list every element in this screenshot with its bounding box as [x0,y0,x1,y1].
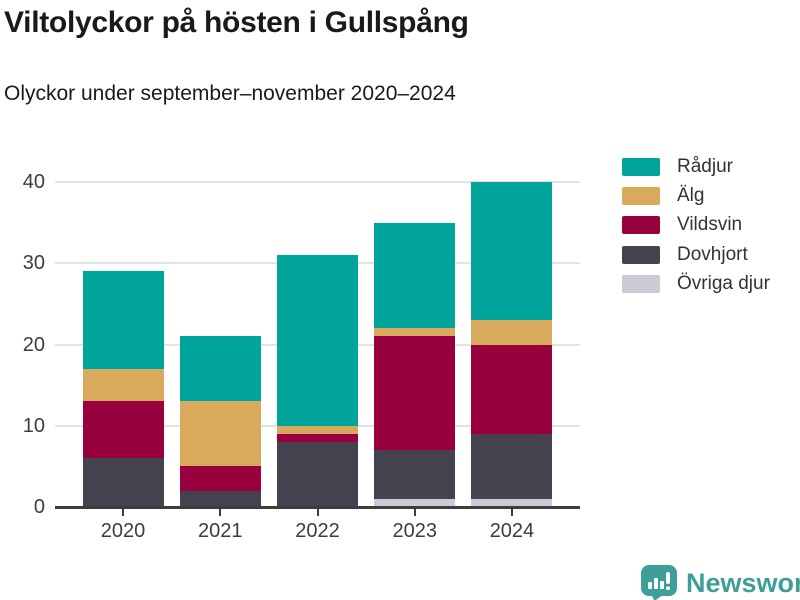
legend-label-dovhjort: Dovhjort [677,243,748,265]
bar-segment-dovhjort-2020 [82,458,164,507]
legend-item-radjur: Rådjur [622,152,797,181]
x-axis-label-2024: 2024 [489,520,535,542]
legend-swatch-vildsvin [622,216,660,235]
bar-segment-radjur-2023 [374,222,456,329]
bar-segment-vildsvin-2024 [471,344,553,434]
chart-subtitle: Olyckor under september–november 2020–20… [4,82,456,105]
bar-segment-alg-2024 [471,320,553,345]
bar-segment-vildsvin-2022 [277,433,358,442]
bar-segment-dovhjort-2023 [374,450,456,499]
y-axis-label-0: 0 [33,496,45,518]
bar-segment-dovhjort-2024 [471,433,553,499]
bar-segment-alg-2021 [179,401,261,467]
bar-segment-ovriga-djur-2023 [374,498,456,507]
bar-segment-dovhjort-2022 [277,442,358,507]
bar-segment-alg-2023 [374,328,456,337]
legend-label-vildsvin: Vildsvin [677,214,743,236]
legend-label-ovriga-djur: Övriga djur [677,273,770,295]
y-axis-label-40: 40 [22,171,45,193]
bar-segment-ovriga-djur-2024 [471,498,553,507]
legend-item-alg: Älg [622,181,797,210]
bar-segment-vildsvin-2020 [82,401,164,459]
x-axis-tick-2023 [413,509,416,516]
legend-item-vildsvin: Vildsvin [622,211,797,240]
bar-segment-radjur-2020 [82,271,164,369]
bar-segment-alg-2022 [277,425,358,434]
legend-swatch-alg [622,187,660,206]
y-axis-label-20: 20 [22,333,45,356]
legend: Rådjur Älg Vildsvin Dovhjort Övriga djur [622,152,797,299]
newsworthy-logo: Newsworthy [640,564,800,600]
newsworthy-icon [641,565,677,600]
y-axis-label-30: 30 [22,252,45,275]
y-axis-label-10: 10 [22,414,45,437]
legend-item-dovhjort: Dovhjort [622,240,797,269]
bar-segment-radjur-2021 [179,336,261,402]
legend-item-ovriga-djur: Övriga djur [622,270,797,299]
legend-swatch-radjur [622,157,660,176]
x-axis-tick-2020 [122,509,125,516]
x-axis-tick-2022 [316,509,319,516]
chart-title: Viltolyckor på hösten i Gullspång [4,6,469,39]
bar-segment-vildsvin-2023 [374,336,456,451]
bar-segment-radjur-2022 [277,255,358,426]
x-axis-label-2022: 2022 [295,520,340,542]
bar-segment-alg-2020 [82,368,164,402]
x-axis-label-2021: 2021 [198,520,243,542]
x-axis-line [55,506,580,509]
bar-segment-radjur-2024 [471,182,553,321]
x-axis-label-2023: 2023 [392,520,437,542]
bar-segment-vildsvin-2021 [179,466,261,491]
x-axis-tick-2021 [219,509,222,516]
brand-name: Newsworthy [686,567,800,598]
legend-swatch-dovhjort [622,245,660,264]
x-axis-label-2020: 2020 [100,520,146,542]
legend-label-alg: Älg [677,185,705,207]
gridline-40 [55,181,580,183]
bar-segment-dovhjort-2021 [179,490,261,507]
legend-swatch-ovriga-djur [622,275,660,294]
x-axis-tick-2024 [510,509,513,516]
legend-label-radjur: Rådjur [677,155,733,177]
